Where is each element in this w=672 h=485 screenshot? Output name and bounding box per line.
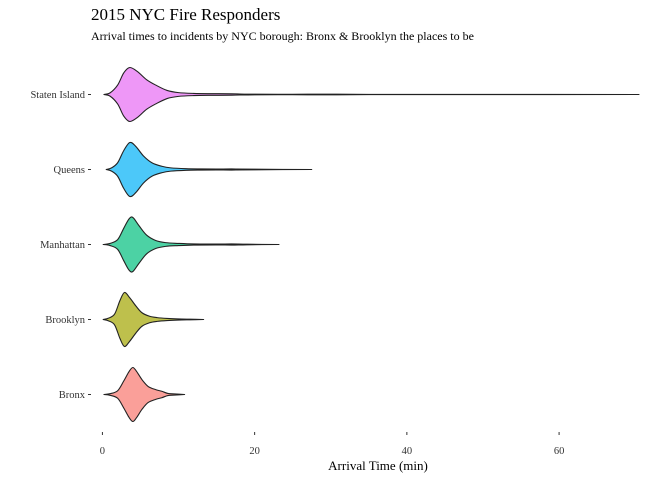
x-tick-label-60: 60 <box>554 446 565 457</box>
x-tick-label-0: 0 <box>100 446 105 457</box>
x-tick-label-20: 20 <box>249 446 260 457</box>
y-tick-label-brooklyn: Brooklyn <box>45 315 85 326</box>
y-axis: Bronx Brooklyn Manhattan Queens Staten Islan… <box>30 90 91 401</box>
x-axis-title: Arrival Time (min) <box>328 458 428 473</box>
violin-queens <box>105 141 313 198</box>
chart-subtitle: Arrival times to incidents by NYC boroug… <box>91 29 474 43</box>
y-tick-label-manhattan: Manhattan <box>40 240 86 251</box>
y-tick-label-staten-island: Staten Island <box>30 90 85 101</box>
x-tick-label-40: 40 <box>402 446 413 457</box>
violin-bronx <box>103 366 186 423</box>
y-tick-label-queens: Queens <box>54 165 86 176</box>
violin-staten-island <box>103 66 640 123</box>
violins <box>102 66 640 423</box>
y-tick-label-bronx: Bronx <box>59 390 86 401</box>
x-axis: 0 20 40 60 <box>100 432 565 457</box>
violin-brooklyn <box>102 291 205 348</box>
violin-manhattan <box>102 216 280 273</box>
chart-title: 2015 NYC Fire Responders <box>91 5 280 24</box>
